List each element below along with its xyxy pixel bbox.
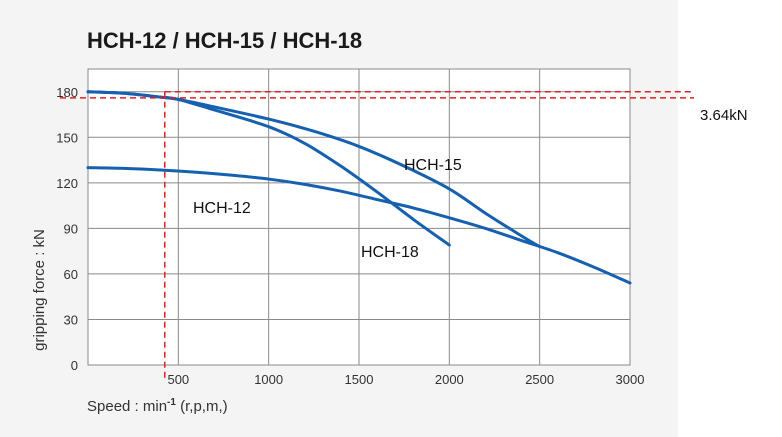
x-axis-label-superscript: -1 [167,397,176,408]
y-axis-label: gripping force : kN [31,229,48,351]
y-tick-label: 30 [64,312,78,327]
y-tick-label: 60 [64,267,78,282]
series-label-hch-18: HCH-18 [361,244,419,261]
tick-labels: 500 1000 1500 2000 2500 3000 0 30 60 90 120 150 180 [56,85,644,387]
series-label-hch-12: HCH-12 [193,200,251,217]
x-axis-label-main: Speed : min [87,398,167,415]
x-axis-label-suffix: (r,p,m,) [176,398,228,415]
y-tick-label: 120 [56,176,78,191]
reference-lines [60,91,694,380]
x-tick-label: 2500 [525,372,554,387]
series-label-hch-15: HCH-15 [404,157,462,174]
y-tick-label: 150 [56,130,78,145]
x-tick-label: 2000 [435,372,464,387]
x-tick-label: 3000 [616,372,645,387]
chart-title: HCH-12 / HCH-15 / HCH-18 [87,28,362,53]
series-line-hch-18 [86,90,451,247]
x-tick-label: 1500 [345,372,374,387]
x-tick-label: 500 [167,372,189,387]
y-tick-label: 180 [56,85,78,100]
y-tick-label: 0 [71,358,78,373]
callout-value: 3.64kN [700,107,748,124]
series-lines [86,90,632,285]
x-axis-label: Speed : min-1 (r,p,m,) [87,397,228,415]
y-tick-label: 90 [64,221,78,236]
x-tick-label: 1000 [254,372,283,387]
